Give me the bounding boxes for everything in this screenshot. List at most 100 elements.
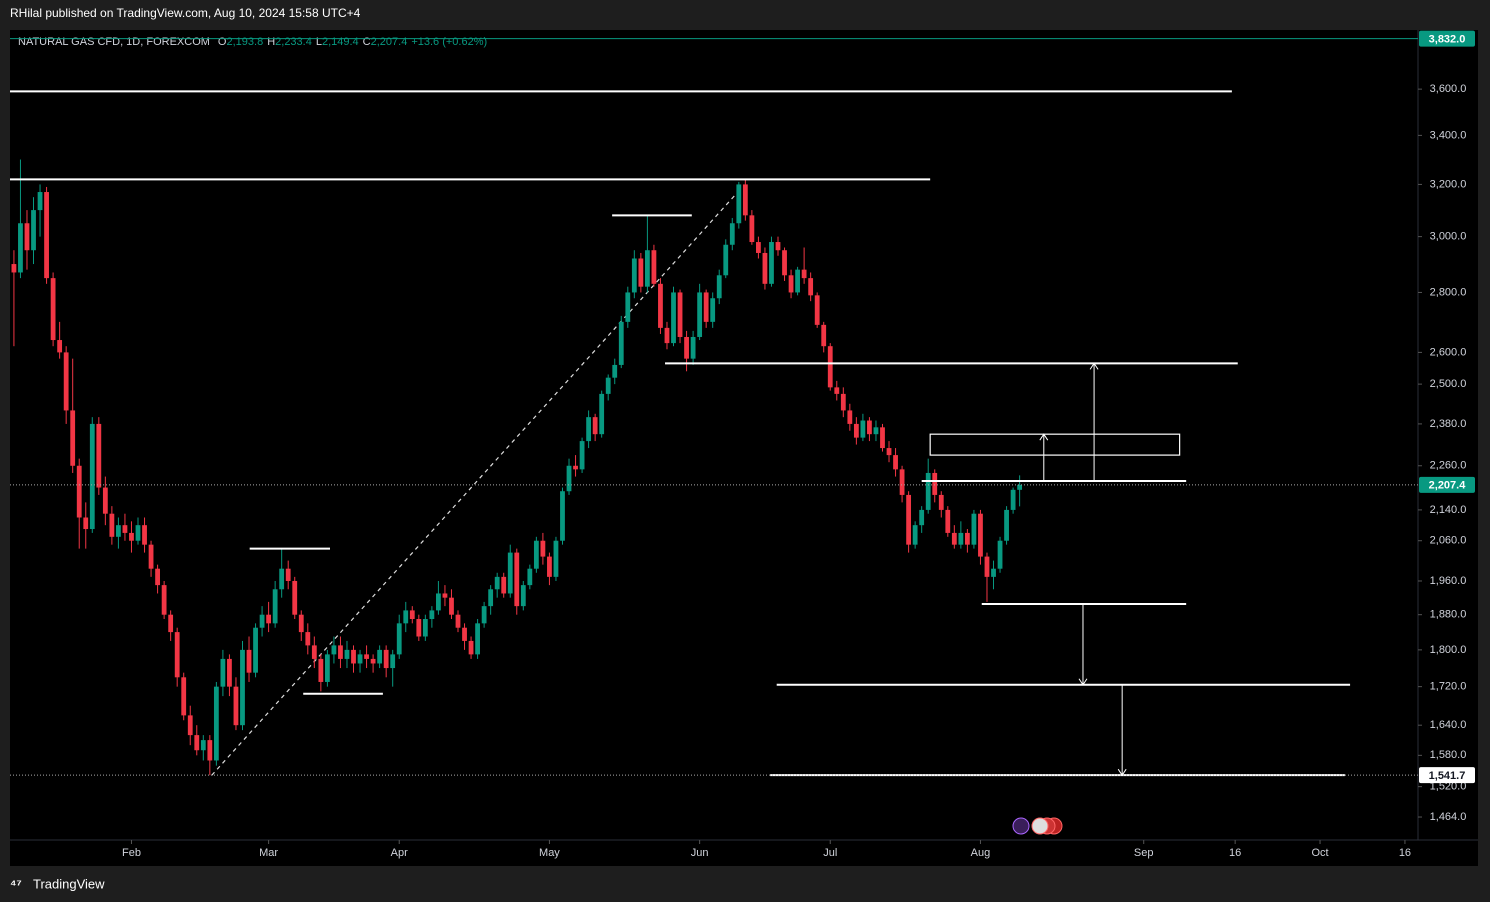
candle-body bbox=[867, 420, 872, 435]
chart-pane bbox=[10, 30, 1478, 866]
candle-body bbox=[11, 264, 17, 273]
candle-body bbox=[63, 352, 69, 411]
candle-body bbox=[756, 242, 761, 253]
candle-body bbox=[886, 448, 892, 456]
price-badge-label: 1,541.7 bbox=[1429, 770, 1466, 782]
candle-body bbox=[671, 292, 676, 344]
candle-body bbox=[416, 619, 422, 637]
candle-body bbox=[586, 417, 592, 442]
candle-body bbox=[599, 393, 605, 435]
candle-body bbox=[749, 215, 755, 243]
price-badge bbox=[1419, 476, 1475, 493]
candle-body bbox=[383, 649, 389, 669]
candle-body bbox=[377, 649, 383, 664]
candle-body bbox=[174, 632, 180, 678]
candle-body bbox=[403, 610, 409, 624]
candle-body bbox=[729, 223, 735, 245]
candle-body bbox=[514, 552, 520, 607]
candle-body bbox=[723, 244, 729, 276]
candle-body bbox=[272, 589, 278, 624]
candle-body bbox=[893, 455, 898, 470]
y-tick-label: 2,800.0 bbox=[1430, 286, 1467, 298]
candle-body bbox=[292, 580, 298, 615]
x-tick-label: May bbox=[539, 847, 560, 859]
candle-body bbox=[821, 324, 827, 347]
candle-body bbox=[357, 654, 363, 664]
candle-body bbox=[533, 540, 539, 569]
arrow bbox=[1089, 362, 1099, 481]
candle-body bbox=[507, 552, 513, 594]
candle-body bbox=[279, 568, 285, 590]
legend-key: O bbox=[218, 36, 227, 48]
y-tick-label: 2,600.0 bbox=[1430, 346, 1467, 358]
x-tick-label: Jul bbox=[823, 847, 837, 859]
candle-body bbox=[612, 364, 618, 378]
candle-body bbox=[220, 658, 226, 687]
candle-body bbox=[925, 472, 931, 510]
y-tick-label: 1,880.0 bbox=[1430, 609, 1467, 621]
y-tick-label: 3,400.0 bbox=[1430, 129, 1467, 141]
candle-body bbox=[964, 532, 970, 545]
candle-body bbox=[919, 509, 925, 526]
publisher: RHilal published on TradingView.com, Aug… bbox=[10, 6, 361, 20]
candle-body bbox=[76, 465, 82, 518]
candle-body bbox=[573, 465, 578, 470]
candle-body bbox=[455, 614, 461, 628]
candle-body bbox=[200, 740, 206, 751]
candle-body bbox=[142, 525, 147, 545]
candle-body bbox=[625, 292, 631, 322]
candle-body bbox=[814, 295, 820, 325]
candle-body bbox=[50, 278, 56, 341]
candle-body bbox=[18, 223, 23, 273]
candle-body bbox=[246, 649, 252, 673]
candle-body bbox=[481, 606, 487, 624]
candle-body bbox=[991, 568, 996, 577]
y-tick-label: 1,580.0 bbox=[1430, 749, 1467, 761]
candle-body bbox=[181, 677, 187, 716]
event-icon bbox=[1012, 817, 1030, 835]
candle-body bbox=[233, 686, 239, 726]
candle-body bbox=[801, 269, 807, 279]
candle-body bbox=[155, 568, 160, 586]
candle-body bbox=[161, 585, 167, 615]
candle-body bbox=[579, 441, 585, 470]
candle-body bbox=[566, 465, 572, 492]
candle-body bbox=[475, 623, 480, 655]
candle-body bbox=[788, 275, 794, 293]
candle-body bbox=[253, 627, 258, 673]
candle-body bbox=[135, 525, 141, 541]
arrow bbox=[1078, 604, 1088, 686]
candle-body bbox=[716, 275, 722, 299]
candle-body bbox=[651, 250, 657, 284]
logo-mark: ⁴⁷ bbox=[10, 876, 22, 891]
candle-body bbox=[449, 597, 454, 615]
candle-body bbox=[638, 258, 644, 287]
candle-body bbox=[351, 649, 356, 664]
candle-body bbox=[527, 568, 533, 586]
candle-body bbox=[697, 292, 703, 337]
candle-body bbox=[938, 494, 944, 510]
candle-body bbox=[736, 184, 742, 224]
candle-body bbox=[631, 258, 637, 293]
legend: NATURAL GAS CFD, 1D, FOREXCOM O2,193.8 H2,… bbox=[18, 36, 487, 48]
zone-box bbox=[929, 433, 1181, 456]
candle-body bbox=[971, 513, 977, 545]
candle-body bbox=[605, 377, 611, 394]
arrow bbox=[1117, 684, 1127, 777]
candle-body bbox=[769, 242, 774, 284]
x-tick-label: 16 bbox=[1229, 847, 1241, 859]
candle-body bbox=[396, 623, 402, 655]
y-tick-label: 1,720.0 bbox=[1430, 681, 1467, 693]
candle-body bbox=[762, 252, 768, 284]
candle-body bbox=[997, 540, 1003, 569]
candle-body bbox=[501, 576, 507, 594]
candle-body bbox=[677, 292, 683, 337]
x-tick-label: Jun bbox=[691, 847, 709, 859]
candle-body bbox=[298, 614, 304, 633]
price-badge bbox=[1419, 767, 1475, 784]
candle-body bbox=[1017, 484, 1023, 490]
candle-body bbox=[116, 525, 121, 537]
candle-body bbox=[259, 614, 265, 628]
candle-body bbox=[24, 223, 30, 251]
